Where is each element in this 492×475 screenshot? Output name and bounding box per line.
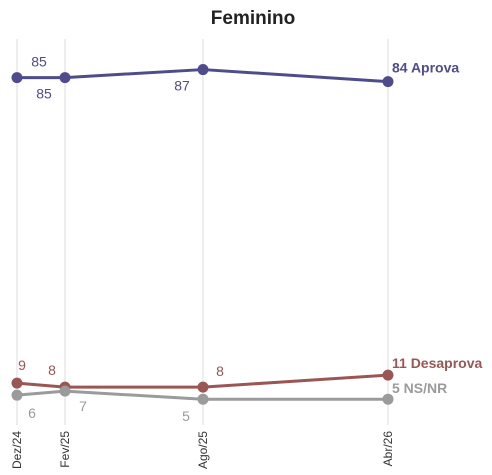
data-point <box>11 377 23 389</box>
data-label: 8 <box>216 363 224 379</box>
data-point <box>11 72 23 84</box>
data-label: 9 <box>18 357 26 373</box>
data-label: 8 <box>48 362 56 378</box>
series-end-label: 11 Desaprova <box>392 355 482 371</box>
data-label: 5 <box>182 408 190 424</box>
data-label: 7 <box>79 398 87 414</box>
series-line <box>16 373 389 389</box>
gridlines <box>16 39 389 425</box>
data-point <box>382 369 394 381</box>
data-point <box>382 393 394 405</box>
chart-title: Feminino <box>211 8 295 29</box>
data-point <box>197 64 209 76</box>
x-tick-label: Fev/25 <box>58 431 72 468</box>
data-point <box>197 393 209 405</box>
data-label: 87 <box>174 78 190 94</box>
data-point <box>59 72 71 84</box>
x-tick-label: Dez/24 <box>10 431 24 469</box>
data-labels: 85 85 87 84 Aprova 9 8 8 11 Desaprova 6 7 5 5 NS/NR <box>18 54 482 425</box>
data-point <box>59 385 71 397</box>
series-points <box>11 64 394 405</box>
series-line <box>16 389 388 401</box>
data-label: 85 <box>36 86 52 102</box>
series-line <box>17 68 389 84</box>
data-point <box>382 76 394 88</box>
data-label: 6 <box>28 405 36 421</box>
data-label: 85 <box>31 54 47 70</box>
x-tick-label: Ago/25 <box>196 431 210 469</box>
x-tick-label: Abr/26 <box>381 431 395 467</box>
series-lines <box>16 68 389 401</box>
series-end-label: 84 Aprova <box>392 60 459 76</box>
x-axis-ticks: Dez/24 Fev/25 Ago/25 Abr/26 <box>10 431 395 469</box>
data-point <box>11 389 23 401</box>
data-point <box>197 381 209 393</box>
series-end-label: 5 NS/NR <box>392 380 447 396</box>
